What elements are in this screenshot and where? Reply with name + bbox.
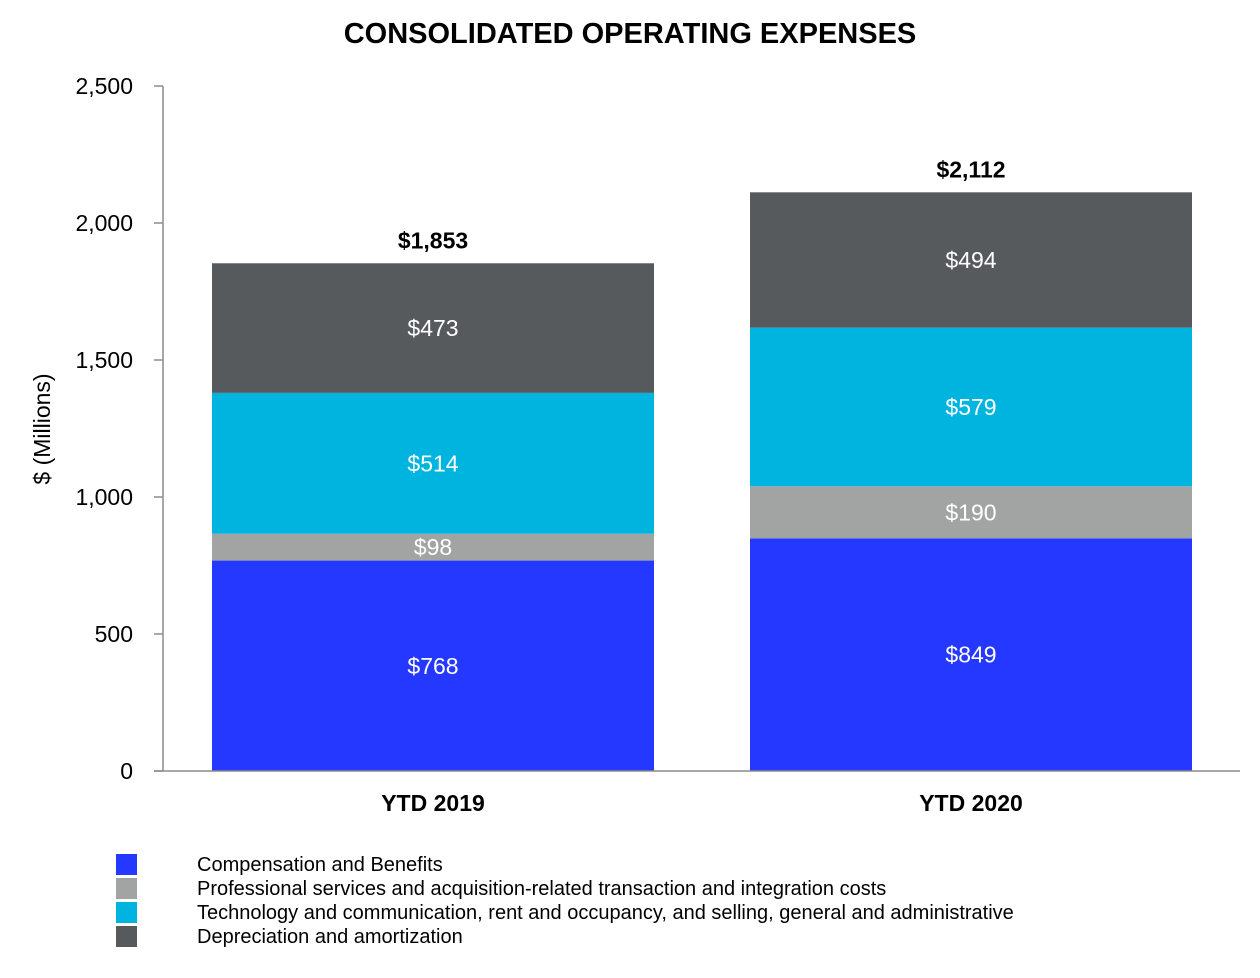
chart-title: CONSOLIDATED OPERATING EXPENSES bbox=[344, 18, 917, 50]
bar-total-label: $1,853 bbox=[398, 227, 468, 253]
y-tick-label: 1,500 bbox=[75, 347, 133, 373]
y-axis: 0 500 1,000 1,500 2,000 2,500 bbox=[75, 73, 164, 784]
bar-segment-2-2 bbox=[750, 486, 1192, 539]
segment-value-label: $768 bbox=[407, 653, 458, 679]
bar-segment-2-1 bbox=[212, 533, 654, 561]
legend-label: Depreciation and amortization bbox=[197, 926, 463, 948]
segment-value-label: $190 bbox=[945, 499, 996, 525]
bars-group: $768 $98 $514 $473 $1,853 $849 $190 $579 $494 $2,… bbox=[212, 156, 1192, 771]
legend-label: Compensation and Benefits bbox=[197, 854, 443, 876]
bar-segment-4-2 bbox=[750, 192, 1192, 328]
segment-value-label: $849 bbox=[945, 642, 996, 668]
y-tick-label: 0 bbox=[120, 758, 133, 784]
legend-label: Professional services and acquisition-re… bbox=[197, 878, 886, 900]
bar-segment-1-2 bbox=[750, 538, 1192, 771]
y-tick-label: 2,500 bbox=[75, 73, 133, 99]
y-tick-label: 2,000 bbox=[75, 210, 133, 236]
legend-label: Technology and communication, rent and o… bbox=[197, 902, 1014, 924]
bar-total-label: $2,112 bbox=[936, 156, 1005, 182]
x-category-label: YTD 2019 bbox=[381, 790, 485, 816]
y-tick-label: 1,000 bbox=[75, 484, 133, 510]
segment-value-label: $494 bbox=[945, 247, 996, 273]
bar-segment-3-2 bbox=[750, 327, 1192, 487]
bar-segment-3-1 bbox=[212, 392, 654, 534]
segment-value-label: $473 bbox=[407, 315, 458, 341]
segment-value-label: $98 bbox=[414, 534, 452, 560]
segment-value-label: $514 bbox=[407, 450, 458, 476]
bar-segment-4-1 bbox=[212, 263, 654, 393]
y-axis-label: $ (Millions) bbox=[29, 373, 55, 484]
legend-swatch bbox=[116, 854, 137, 875]
segment-value-label: $579 bbox=[945, 394, 996, 420]
legend-swatch bbox=[116, 926, 137, 947]
y-tick-label: 500 bbox=[95, 621, 133, 647]
bar-segment-1-1 bbox=[212, 560, 654, 771]
legend-swatch bbox=[116, 902, 137, 923]
legend-swatch bbox=[116, 878, 137, 899]
x-axis: YTD 2019 YTD 2020 bbox=[154, 770, 1240, 816]
x-category-label: YTD 2020 bbox=[919, 790, 1023, 816]
